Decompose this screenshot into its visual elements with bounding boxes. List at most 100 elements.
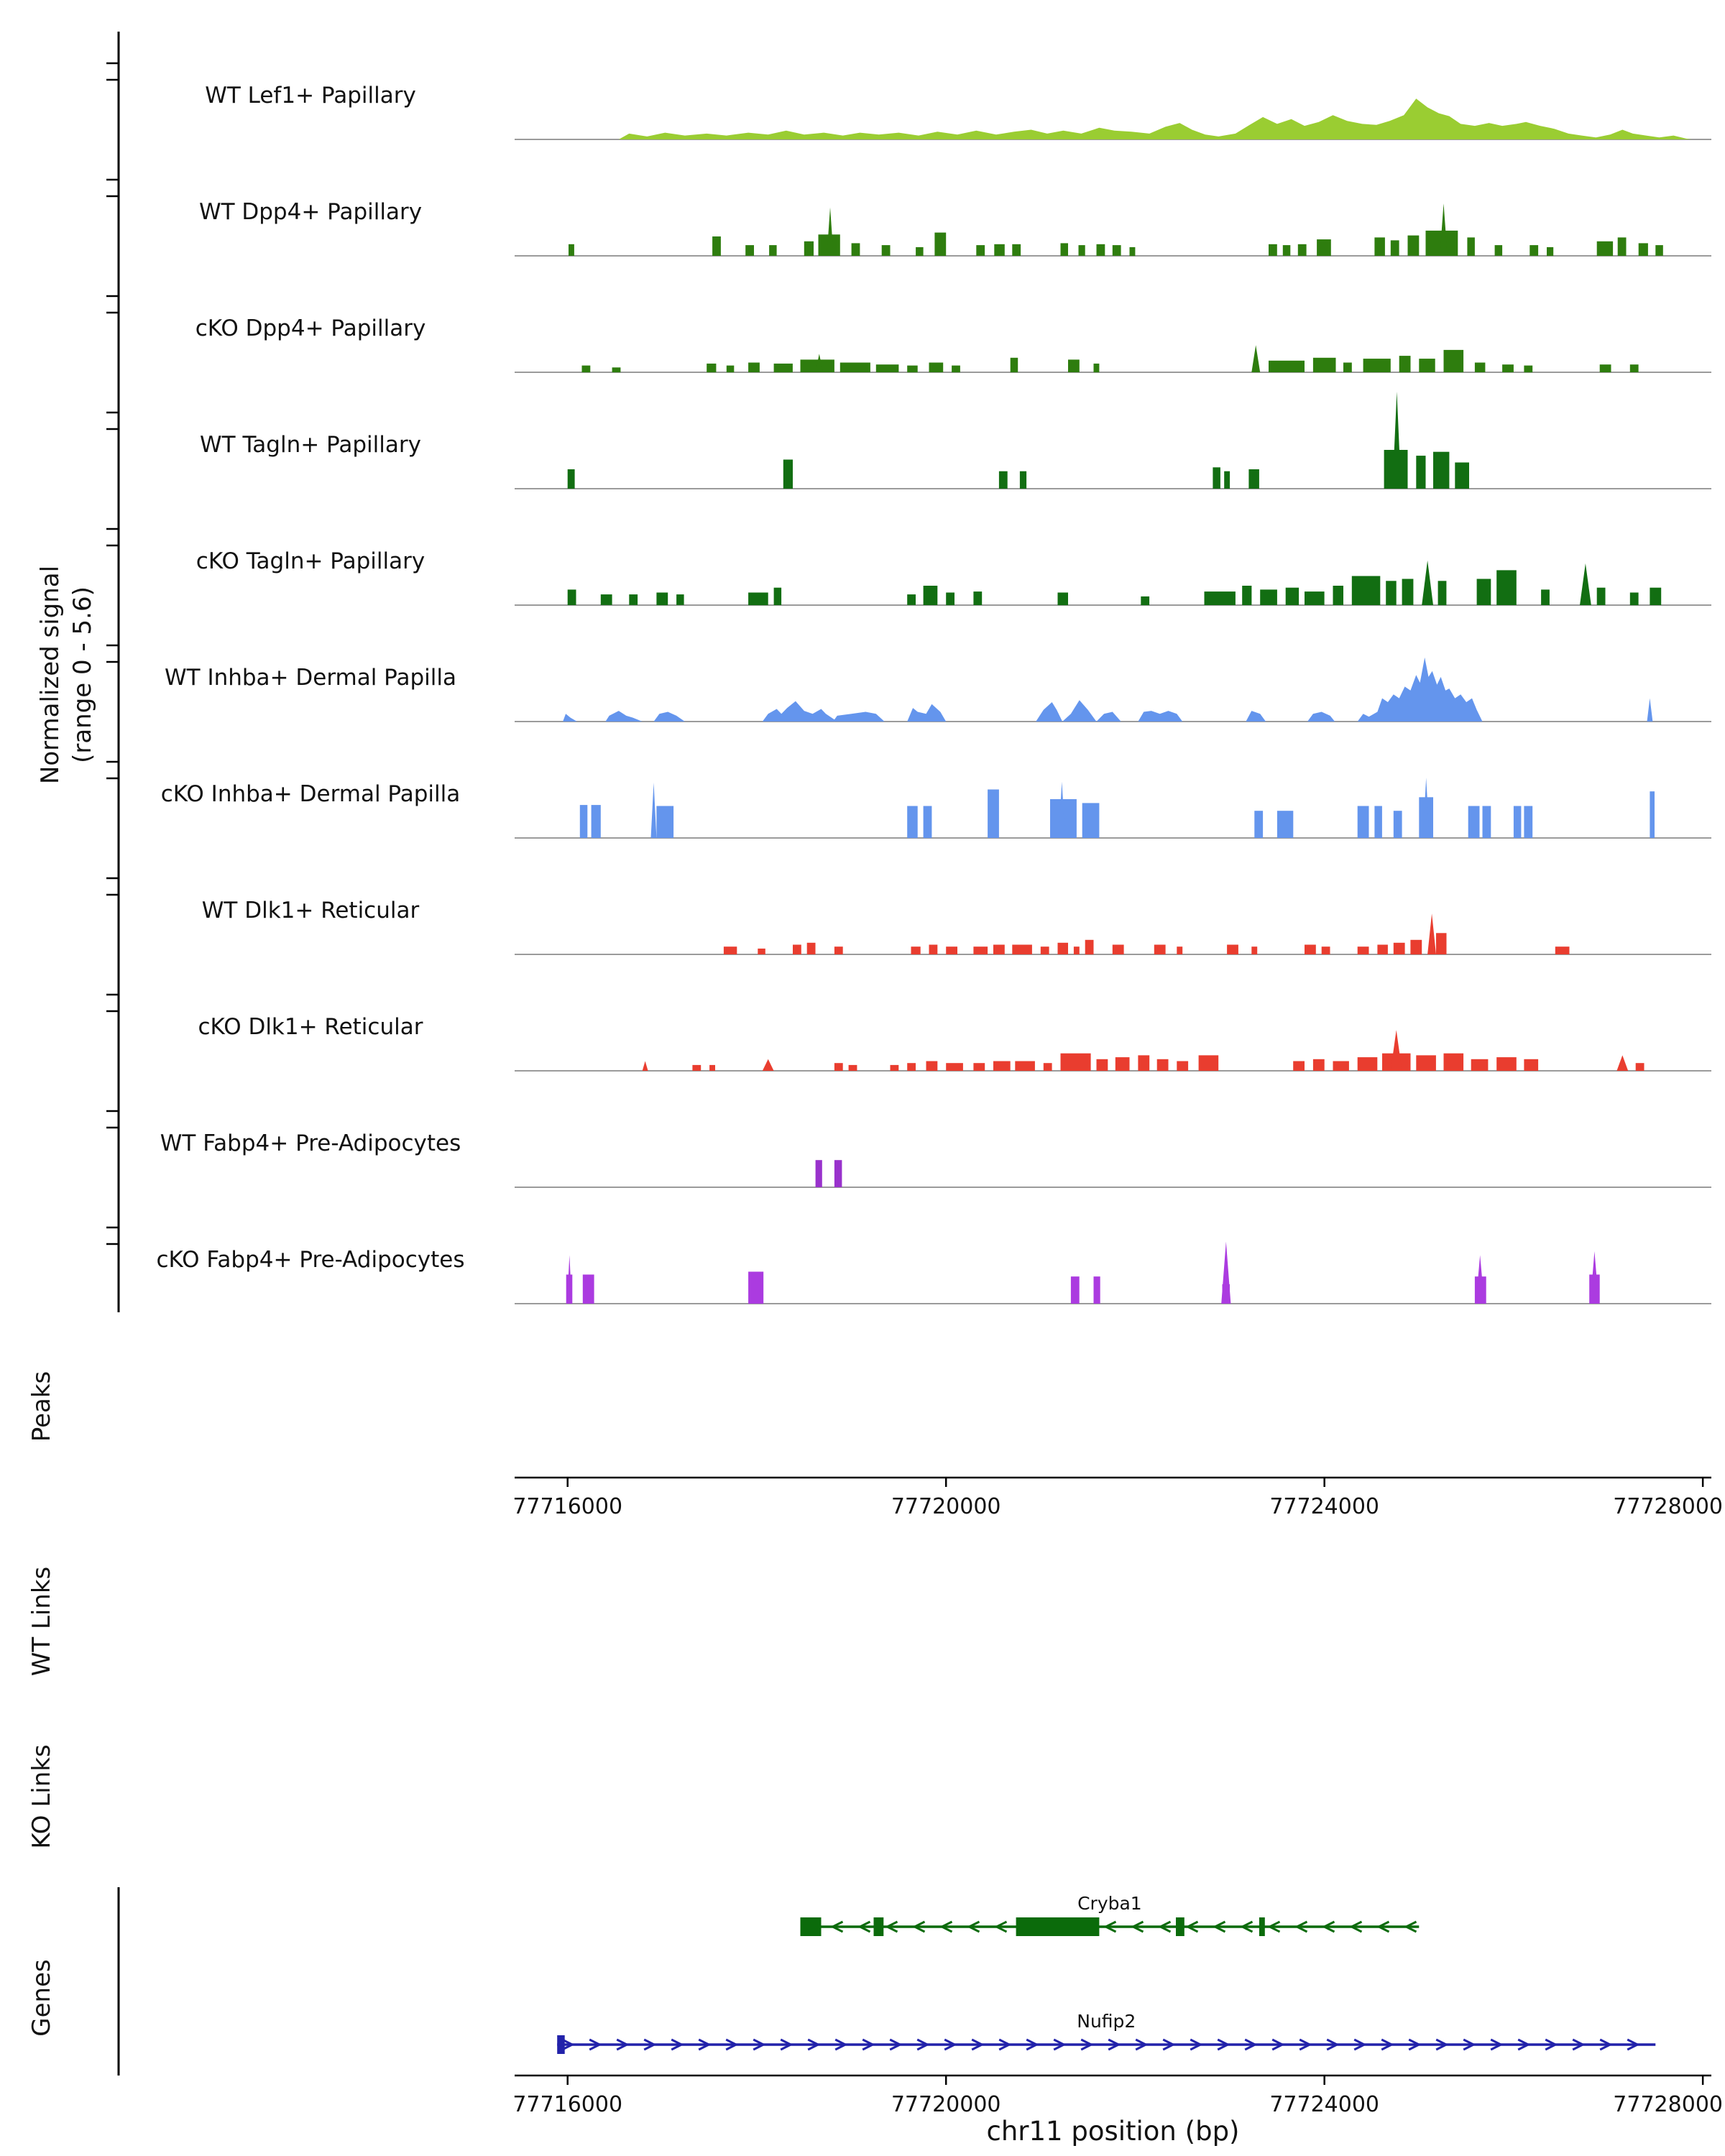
signal-peak (815, 1160, 822, 1187)
signal-peak (1251, 946, 1258, 954)
signal-peak (1596, 587, 1606, 605)
strand-arrow (725, 2038, 739, 2051)
strand-arrow (1322, 1920, 1335, 1933)
signal-peak (1393, 942, 1405, 954)
signal-peak (1082, 803, 1100, 838)
genomic-axis: 77716000 77720000 77724000 77728000 (512, 2074, 1723, 2117)
signal-peak (1443, 1053, 1464, 1071)
strand-arrow (1053, 2038, 1067, 2051)
strand-arrow (971, 2038, 985, 2051)
strand-arrow (1545, 2038, 1558, 2051)
strand-arrow (1490, 2038, 1504, 2051)
strand-arrow (1185, 1920, 1199, 1933)
signal-peak (707, 363, 717, 373)
signal-peak (1650, 791, 1655, 838)
strand-arrow (1353, 2038, 1367, 2051)
x-axis-title: chr11 position (bp) (986, 2116, 1240, 2147)
signal-peak (1476, 579, 1491, 605)
strand-arrow (1294, 1920, 1308, 1933)
gene-label: Nufip2 (1077, 2011, 1136, 2032)
signal-peak (911, 946, 921, 954)
signal-peak (1343, 362, 1352, 372)
signal-peak (1476, 1255, 1485, 1304)
signal-peak (976, 245, 985, 256)
strand-arrow (1158, 1920, 1172, 1933)
strand-arrow (1267, 1920, 1281, 1933)
signal-peak (890, 1064, 899, 1071)
strand-arrow (1271, 2038, 1285, 2051)
signal-peak (1254, 811, 1264, 838)
signal-peak (567, 469, 575, 489)
signal-peak (1096, 244, 1105, 256)
signal-peak (1416, 456, 1426, 489)
strand-arrow (1517, 2038, 1531, 2051)
signal-peak (973, 591, 983, 605)
strand-arrow (862, 2038, 875, 2051)
signal-area (618, 98, 1692, 139)
strand-arrow (589, 2038, 602, 2051)
signal-peak (1012, 944, 1032, 954)
signal-peak (1015, 1061, 1035, 1071)
signal-peak (1419, 359, 1435, 372)
signal-peak (1482, 806, 1491, 839)
strand-arrow (1135, 2038, 1149, 2051)
axis-tick-label: 77720000 (891, 2092, 1001, 2117)
section-label-genes: Genes (27, 1959, 56, 2037)
signal-peak (1305, 944, 1316, 954)
signal-peak (1177, 1061, 1189, 1071)
signal-peak (907, 1063, 916, 1071)
signal-peak (1617, 237, 1627, 256)
signal-peak (1112, 944, 1124, 954)
signal-peak (834, 1063, 843, 1071)
signal-peak (748, 1271, 764, 1304)
signal-peak (582, 1274, 594, 1304)
signal-peak (1392, 392, 1402, 489)
signal-peak (1112, 245, 1121, 256)
signal-peak (676, 594, 684, 605)
signal-peak (1297, 244, 1307, 256)
strand-arrow (834, 2038, 848, 2051)
signal-peak (793, 944, 801, 954)
signal-peak (1129, 247, 1136, 257)
signal-peak (1242, 586, 1252, 605)
signal-peak (1524, 365, 1533, 373)
axis-tick-label: 77728000 (1613, 2092, 1723, 2117)
strand-arrow (1463, 2038, 1476, 2051)
gene-exon (800, 1917, 822, 1936)
signal-peak (1321, 946, 1330, 954)
strand-arrow (1162, 2038, 1176, 2051)
signal-peak (1154, 944, 1166, 954)
signal-peak (1096, 1059, 1108, 1071)
signal-peak (1043, 1063, 1052, 1071)
signal-peak (1068, 359, 1080, 372)
signal-peak (629, 594, 638, 605)
strand-arrow (1244, 2038, 1258, 2051)
signal-peak (1599, 364, 1611, 372)
signal-peak (1010, 357, 1018, 373)
signal-peak (840, 362, 870, 372)
axis-tick-label: 77724000 (1269, 1494, 1379, 1519)
signal-peak (1213, 467, 1220, 489)
track-cko-inhba-dermal-papilla: cKO Inhba+ Dermal Papilla (106, 760, 1711, 839)
signal-peak (1377, 944, 1388, 954)
signal-peak (1138, 1055, 1150, 1071)
signal-peak (1399, 356, 1411, 373)
strand-arrow (939, 1920, 953, 1933)
signal-peak (567, 1255, 572, 1304)
signal-peak (952, 365, 960, 373)
signal-peak (827, 207, 834, 256)
signal-peak (1467, 237, 1475, 256)
track-label: cKO Tagln+ Papillary (196, 548, 425, 574)
signal-peak (929, 944, 938, 954)
gene-label: Cryba1 (1077, 1893, 1142, 1914)
strand-arrow (912, 1920, 926, 1933)
signal-peak (769, 245, 777, 256)
signal-peak (1073, 946, 1080, 954)
strand-arrow (857, 1920, 871, 1933)
signal-peak (773, 363, 793, 373)
signal-peak (875, 364, 899, 372)
signal-peak (1580, 563, 1591, 605)
section-label-wt-links: WT Links (27, 1566, 56, 1677)
signal-peak (1224, 471, 1230, 489)
signal-peak (1547, 247, 1554, 257)
